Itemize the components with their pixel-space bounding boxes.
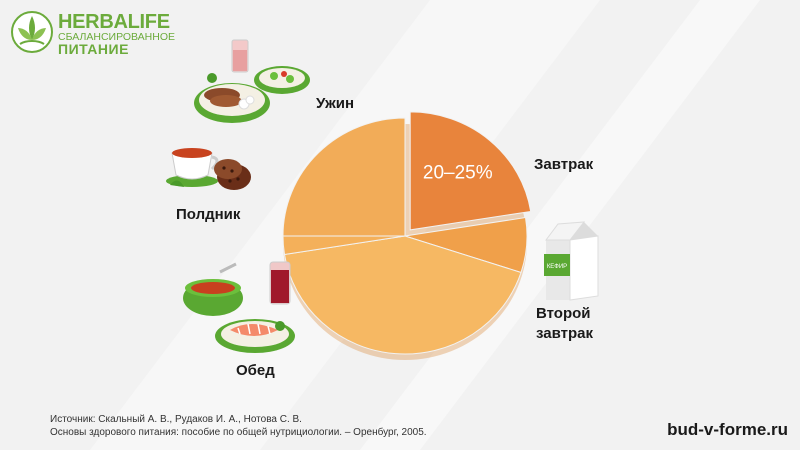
label-snack: Полдник (176, 206, 241, 223)
site-url[interactable]: bud-v-forme.ru (667, 420, 788, 439)
brand-subtitle-2: ПИТАНИЕ (58, 41, 129, 57)
pie-slice-4 (282, 117, 406, 237)
brand-subtitle: СБАЛАНСИРОВАННОЕ (58, 31, 176, 43)
source-line-1: Источник: Скальный А. В., Рудаков И. А.,… (50, 414, 302, 425)
label-second-line2: завтрак (536, 325, 593, 342)
label-second-line1: Второй (536, 305, 591, 322)
pie-slice-0 (409, 111, 532, 231)
kefir-carton-icon: КЕФИР (544, 221, 599, 301)
breakfast-percent-label: 20–25% (423, 163, 493, 184)
label-lunch: Обед (236, 362, 275, 379)
label-second-breakfast: Второй завтрак (536, 304, 593, 344)
label-breakfast: Завтрак (534, 156, 594, 173)
source-line-2: Основы здорового питания: пособие по общ… (50, 427, 427, 438)
leaf-logo-icon (11, 11, 53, 53)
pie-slice-2 (283, 235, 522, 355)
brand-name: HERBALIFE (58, 11, 170, 33)
label-dinner: Ужин (316, 95, 355, 112)
tea-and-cookies-icon (166, 148, 251, 190)
kefir-label: КЕФИР (547, 264, 567, 270)
herbalife-logo: HERBALIFE СБАЛАНСИРОВАННОЕ ПИТАНИЕ (10, 10, 175, 58)
lunch-soup-and-salmon-icon (183, 261, 295, 353)
source-citation: Источник: Скальный А. В., Рудаков И. А.,… (50, 413, 427, 439)
dinner-plate-icon (194, 39, 310, 123)
